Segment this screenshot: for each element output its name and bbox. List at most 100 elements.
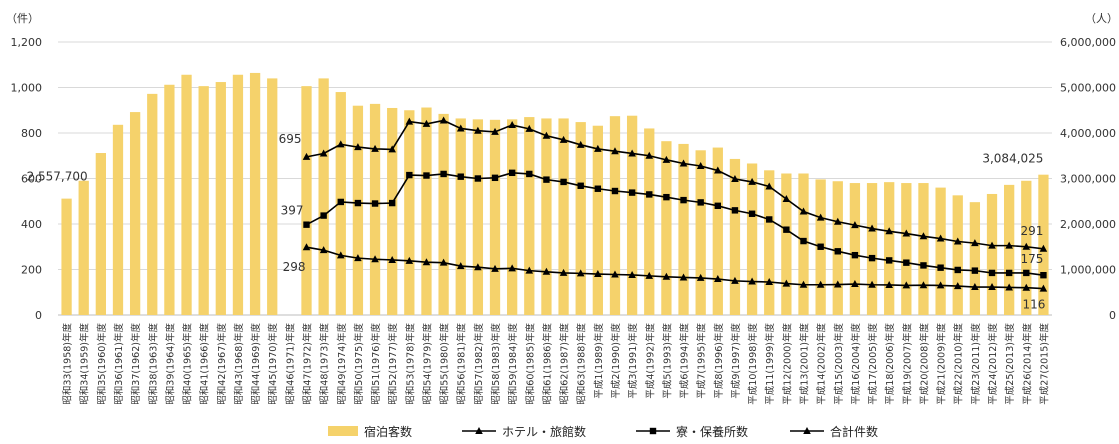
bar — [541, 118, 552, 315]
triangle-marker — [799, 207, 808, 215]
category-label: 昭和34(1959)年度 — [79, 323, 91, 405]
bar — [1004, 184, 1015, 315]
category-label: 平成2(1990)年度 — [610, 323, 622, 399]
category-label: 平成19(2007)年度 — [901, 323, 913, 405]
data-label: 175 — [1021, 252, 1044, 266]
square-marker — [371, 200, 379, 207]
triangle-marker — [816, 280, 825, 288]
data-label: 2,557,700 — [27, 170, 88, 184]
category-label: 昭和37(1962)年度 — [130, 323, 142, 405]
category-label: 平成7(1995)年度 — [696, 323, 708, 399]
bar — [969, 202, 981, 315]
square-marker — [508, 169, 516, 177]
square-marker — [937, 264, 944, 271]
square-marker — [903, 259, 910, 266]
legend-label: 寮・保養所数 — [676, 424, 748, 439]
series-line — [306, 246, 1044, 290]
bar — [387, 107, 398, 315]
category-label: 平成6(1994)年度 — [679, 323, 691, 399]
legend-swatch — [328, 426, 358, 436]
category-label: 平成14(2002)年度 — [816, 323, 828, 405]
triangle-marker — [491, 127, 499, 135]
triangle-marker — [748, 177, 756, 185]
triangle-marker — [628, 270, 636, 278]
triangle-marker — [628, 149, 636, 157]
data-labels: 2,557,700 3,084,025 695 397 298 291 175 116 — [27, 132, 1046, 312]
category-label: 昭和39(1964)年度 — [164, 323, 176, 405]
category-label: 平成24(2012)年度 — [987, 323, 999, 405]
bar — [472, 119, 484, 315]
bar — [438, 113, 449, 315]
square-marker — [748, 210, 756, 217]
category-label: 昭和41(1966)年度 — [199, 323, 211, 405]
category-label: 平成15(2003)年度 — [833, 323, 845, 405]
square-marker — [594, 185, 602, 192]
bar — [849, 183, 861, 315]
category-label: 昭和55(1980)年度 — [439, 323, 451, 405]
triangle-marker — [662, 272, 671, 280]
legend-label: 合計件数 — [830, 424, 878, 439]
triangle-marker — [491, 264, 499, 272]
category-label: 平成1(1989)年度 — [593, 323, 605, 399]
square-marker — [423, 172, 430, 179]
series-line — [306, 119, 1044, 250]
bar — [866, 183, 878, 315]
triangle-marker — [696, 161, 705, 169]
square-marker — [714, 202, 722, 209]
category-label: 平成18(2006)年度 — [884, 323, 896, 405]
triangle-marker — [988, 241, 996, 249]
category-label: 平成23(2011)年度 — [970, 323, 982, 405]
triangle-marker — [731, 174, 739, 182]
bar — [609, 116, 621, 315]
left-axis-tick: 0 — [35, 309, 42, 322]
category-label: 平成8(1996)年度 — [713, 323, 725, 399]
bar — [884, 182, 895, 315]
square-marker — [491, 174, 499, 182]
square-marker — [731, 207, 739, 214]
triangle-marker — [696, 273, 705, 281]
category-label: 昭和51(1976)年度 — [370, 323, 382, 405]
triangle-marker — [936, 281, 945, 289]
bar — [918, 183, 929, 315]
bar — [404, 110, 415, 315]
category-label: 平成25(2013)年度 — [1004, 323, 1016, 405]
square-marker — [954, 266, 961, 274]
left-axis-unit: （件） — [6, 12, 39, 25]
category-label: 昭和49(1974)年度 — [336, 323, 348, 405]
triangle-marker — [371, 144, 379, 152]
category-label: 昭和61(1986)年度 — [541, 323, 553, 405]
triangle-marker — [576, 269, 585, 277]
category-label: 昭和38(1963)年度 — [147, 323, 159, 405]
category-label: 昭和47(1972)年度 — [302, 323, 314, 405]
square-marker — [577, 182, 584, 189]
category-label: 昭和57(1982)年度 — [473, 323, 485, 405]
triangle-marker — [559, 268, 568, 276]
triangle-marker — [714, 166, 722, 174]
square-marker — [526, 170, 533, 178]
data-label: 397 — [281, 204, 304, 218]
category-label: 平成5(1993)年度 — [661, 323, 673, 399]
triangle-marker — [885, 227, 893, 235]
triangle-marker — [336, 140, 345, 148]
triangle-marker — [439, 116, 448, 124]
bar — [249, 72, 261, 315]
category-label: 平成22(2010)年度 — [953, 323, 965, 405]
triangle-marker — [833, 217, 842, 225]
triangle-marker — [645, 271, 654, 279]
triangle-marker — [645, 151, 654, 159]
bar — [524, 117, 535, 315]
triangle-marker — [422, 119, 431, 127]
bar — [318, 78, 329, 316]
triangle-marker — [474, 263, 482, 271]
square-marker — [868, 254, 876, 262]
bar — [729, 158, 741, 315]
bar — [95, 153, 106, 315]
left-axis-tick: 400 — [21, 218, 42, 231]
triangle-marker — [919, 281, 928, 289]
category-label: 昭和54(1979)年度 — [421, 323, 433, 405]
bar — [575, 122, 586, 315]
triangle-marker — [765, 182, 774, 190]
category-label: 平成13(2001)年度 — [799, 323, 811, 405]
square-marker — [406, 171, 413, 179]
bar — [592, 125, 603, 315]
